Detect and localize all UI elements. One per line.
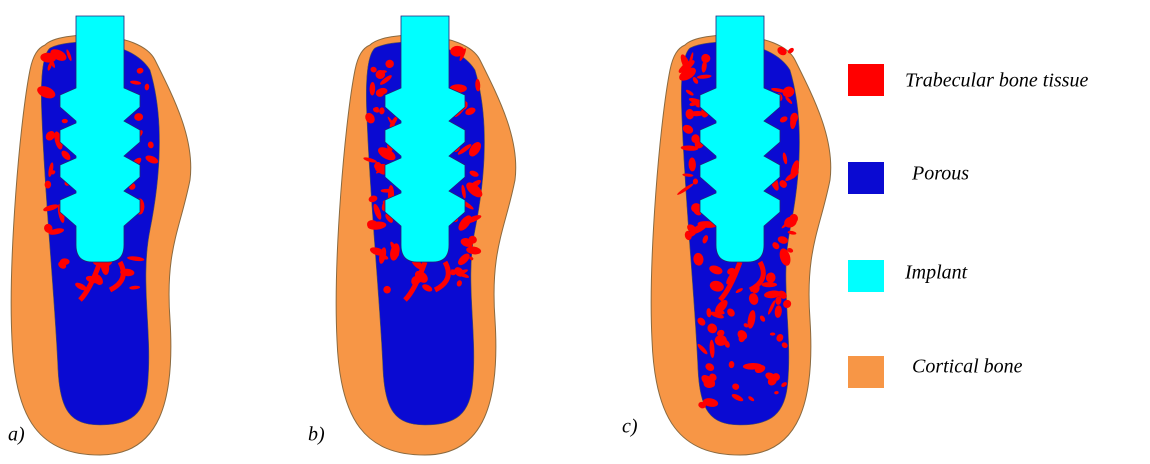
panel: [11, 16, 191, 455]
legend-label: Porous: [911, 163, 969, 185]
legend-swatch: [848, 64, 884, 96]
trabecular-blob: [62, 119, 68, 123]
panel-label: a): [8, 424, 25, 446]
legend-label: Cortical bone: [912, 356, 1023, 378]
figure: a) b) c) Trabecular bone tissue Porous Implan…: [0, 0, 1150, 459]
legend-swatch: [848, 356, 884, 388]
legend-label: Implant: [904, 262, 968, 284]
legend-swatch: [848, 260, 884, 292]
panel: [336, 16, 516, 455]
panel: [651, 16, 831, 455]
panel-label: c): [622, 416, 638, 438]
legend-label: Trabecular bone tissue: [905, 70, 1088, 92]
panel-label: b): [308, 424, 325, 446]
legend-swatch: [848, 162, 884, 194]
